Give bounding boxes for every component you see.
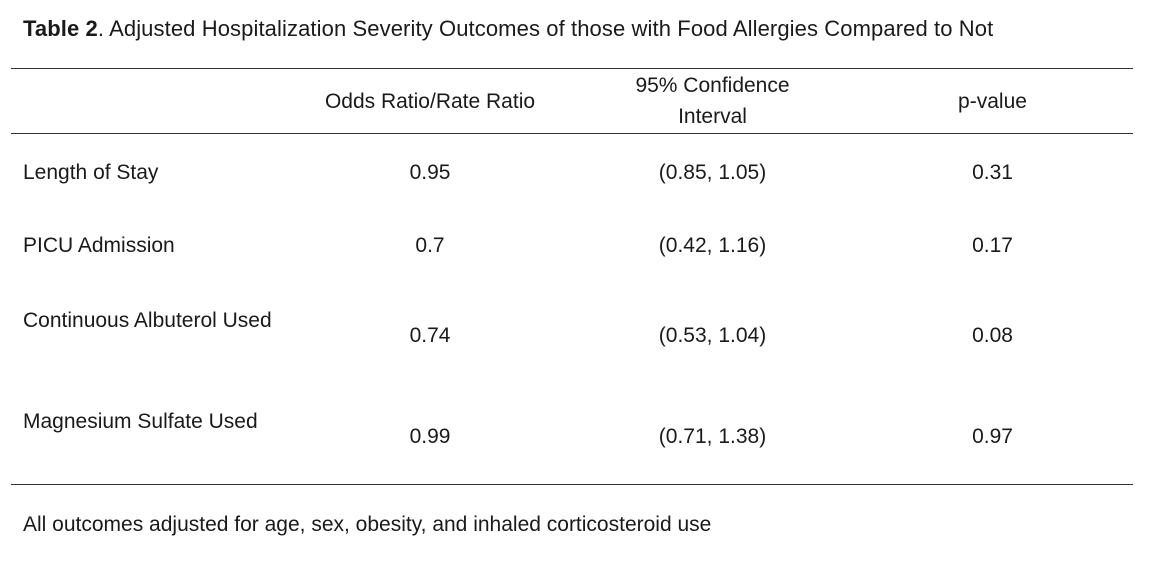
odds-ratio-value: 0.7 — [415, 234, 445, 257]
table-footnote: All outcomes adjusted for age, sex, obes… — [23, 513, 712, 536]
odds-ratio-value: 0.74 — [409, 324, 451, 347]
header-p-value: p-value — [958, 89, 1027, 113]
table-header-rule — [11, 133, 1133, 134]
table-bottom-rule — [11, 484, 1133, 485]
row-label: Continuous Albuterol Used — [23, 309, 272, 332]
header-odds-ratio: Odds Ratio/Rate Ratio — [324, 89, 536, 113]
table-number: Table 2 — [23, 16, 98, 41]
confidence-interval-value: (0.53, 1.04) — [658, 324, 767, 347]
row-label: Length of Stay — [23, 161, 159, 184]
confidence-interval-value: (0.71, 1.38) — [658, 425, 767, 448]
confidence-interval-value: (0.42, 1.16) — [658, 234, 767, 257]
confidence-interval-value: (0.85, 1.05) — [658, 161, 767, 184]
row-label: Magnesium Sulfate Used — [23, 410, 258, 433]
table-title: . Adjusted Hospitalization Severity Outc… — [97, 16, 994, 41]
p-value: 0.08 — [972, 324, 1013, 347]
table-caption: Table 2. Adjusted Hospitalization Severi… — [23, 16, 993, 42]
row-label: PICU Admission — [23, 234, 175, 257]
p-value: 0.17 — [972, 234, 1013, 257]
p-value: 0.97 — [972, 425, 1013, 448]
p-value: 0.31 — [972, 161, 1013, 184]
odds-ratio-value: 0.99 — [409, 425, 451, 448]
table-top-rule — [11, 68, 1133, 69]
header-confidence-interval: 95% Confidence Interval — [635, 74, 790, 128]
odds-ratio-value: 0.95 — [409, 161, 451, 184]
